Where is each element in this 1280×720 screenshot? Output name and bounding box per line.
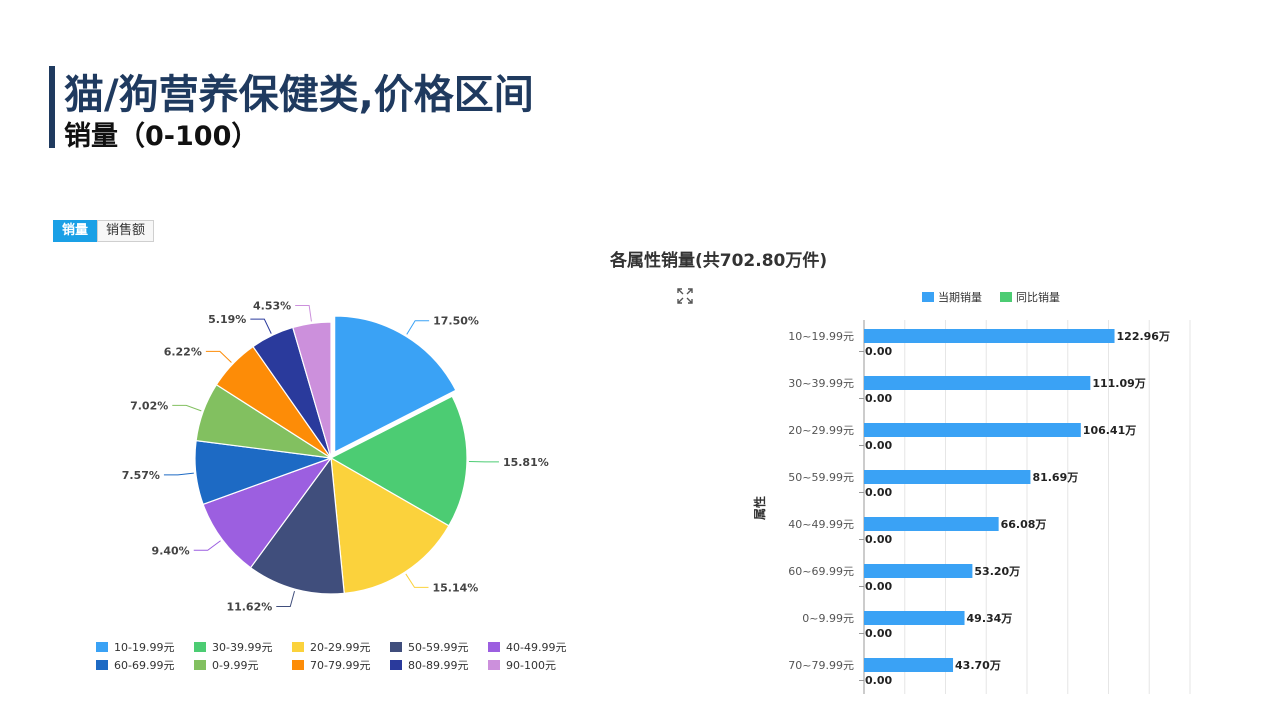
legend-label[interactable]: 30-39.99元: [212, 641, 272, 654]
pie-data-label: 17.50%: [433, 315, 479, 328]
bar[interactable]: [864, 564, 973, 578]
pie-data-label: 9.40%: [152, 544, 190, 557]
bar[interactable]: [864, 658, 954, 672]
bar-data-label: 122.96万: [1117, 330, 1170, 343]
bar-data-label: 53.20万: [974, 565, 1020, 578]
bar-data-label: 0.00: [865, 533, 892, 546]
bar-data-label: 0.00: [865, 627, 892, 640]
legend-swatch: [96, 660, 108, 670]
pie-leader-line: [250, 318, 272, 334]
expand-icon[interactable]: [676, 287, 694, 305]
legend-swatch: [292, 642, 304, 652]
legend-swatch: [488, 642, 500, 652]
pie-leader-line: [163, 472, 194, 476]
bar-data-label: 0.00: [865, 674, 892, 687]
legend-label[interactable]: 60-69.99元: [114, 659, 174, 672]
pie-data-label: 7.57%: [122, 469, 160, 482]
metric-tabs: 销量 销售额: [53, 220, 155, 242]
legend-swatch: [488, 660, 500, 670]
pie-leader-line: [205, 350, 232, 363]
pie-leader-line: [405, 573, 429, 588]
pie-chart: 17.50% 15.81% 15.14% 11.62% 9.40% 7.57% 7.02% 6…: [96, 300, 566, 672]
legend-swatch: [390, 642, 402, 652]
bar[interactable]: [864, 470, 1031, 484]
bar-data-label: 0.00: [865, 345, 892, 358]
bar-data-label: 66.08万: [1001, 518, 1047, 531]
legend-label[interactable]: 70-79.99元: [310, 659, 370, 672]
bar-data-label: 81.69万: [1032, 471, 1078, 484]
bar-data-label: 43.70万: [955, 659, 1001, 672]
pie-slice[interactable]: [202, 456, 333, 569]
pie-data-label: 15.81%: [503, 456, 549, 469]
pie-data-label: 7.02%: [130, 399, 168, 412]
y-axis-title: 属性: [752, 496, 767, 520]
bar-data-label: 0.00: [865, 580, 892, 593]
bar[interactable]: [864, 517, 999, 531]
legend-swatch: [922, 292, 934, 302]
legend-swatch: [390, 660, 402, 670]
category-tick-label: 10~19.99元: [788, 330, 854, 343]
legend-label[interactable]: 20-29.99元: [310, 641, 370, 654]
category-tick-label: 20~29.99元: [788, 424, 854, 437]
pie-leader-line: [276, 590, 295, 608]
pie-data-label: 11.62%: [226, 601, 272, 614]
legend-label[interactable]: 90-100元: [506, 659, 556, 672]
pie-leader-line: [193, 540, 221, 551]
pie-slice[interactable]: [292, 321, 332, 459]
category-tick-label: 50~59.99元: [788, 471, 854, 484]
legend-label[interactable]: 10-19.99元: [114, 641, 174, 654]
pie-data-label: 6.22%: [164, 345, 202, 358]
legend-label[interactable]: 0-9.99元: [212, 659, 258, 672]
bar-chart-title: 各属性销量(共702.80万件): [610, 251, 828, 271]
pie-slice[interactable]: [249, 456, 345, 595]
legend-swatch: [96, 642, 108, 652]
category-tick-label: 70~79.99元: [788, 659, 854, 672]
legend-label[interactable]: 当期销量: [938, 290, 982, 304]
bar-data-label: 0.00: [865, 486, 892, 499]
legend-label[interactable]: 40-49.99元: [506, 641, 566, 654]
bar-data-label: 111.09万: [1092, 377, 1145, 390]
bar[interactable]: [864, 423, 1081, 437]
bar-data-label: 0.00: [865, 392, 892, 405]
pie-slice[interactable]: [329, 395, 468, 527]
category-tick-label: 40~49.99元: [788, 518, 854, 531]
bar[interactable]: [864, 329, 1115, 343]
tab-sales-volume[interactable]: 销量: [53, 220, 98, 242]
pie-leader-line: [406, 320, 430, 335]
legend-swatch: [194, 660, 206, 670]
pie-data-label: 5.19%: [208, 313, 246, 326]
category-tick-label: 30~39.99元: [788, 377, 854, 390]
bar-data-label: 0.00: [865, 439, 892, 452]
pie-data-label: 15.14%: [432, 581, 478, 594]
pie-slice[interactable]: [330, 456, 450, 595]
bar-data-label: 106.41万: [1083, 424, 1136, 437]
pie-leader-line: [295, 305, 312, 322]
category-tick-label: 0~9.99元: [802, 612, 854, 625]
page-title: 猫/狗营养保健类,价格区间: [64, 72, 534, 118]
legend-swatch: [292, 660, 304, 670]
legend-swatch: [194, 642, 206, 652]
title-accent-bar: [49, 66, 55, 148]
tab-sales-amount[interactable]: 销售额: [97, 220, 155, 242]
page-subtitle: 销量（0-100）: [64, 121, 259, 152]
category-tick-label: 60~69.99元: [788, 565, 854, 578]
bar[interactable]: [864, 376, 1091, 390]
pie-leader-line: [172, 404, 202, 412]
bar-data-label: 49.34万: [967, 612, 1013, 625]
pie-data-label: 4.53%: [253, 300, 291, 313]
legend-swatch: [1000, 292, 1012, 302]
bar[interactable]: [864, 611, 965, 625]
legend-label[interactable]: 同比销量: [1016, 290, 1060, 304]
pie-slice[interactable]: [334, 315, 457, 454]
legend-label[interactable]: 50-59.99元: [408, 641, 468, 654]
legend-label[interactable]: 80-89.99元: [408, 659, 468, 672]
